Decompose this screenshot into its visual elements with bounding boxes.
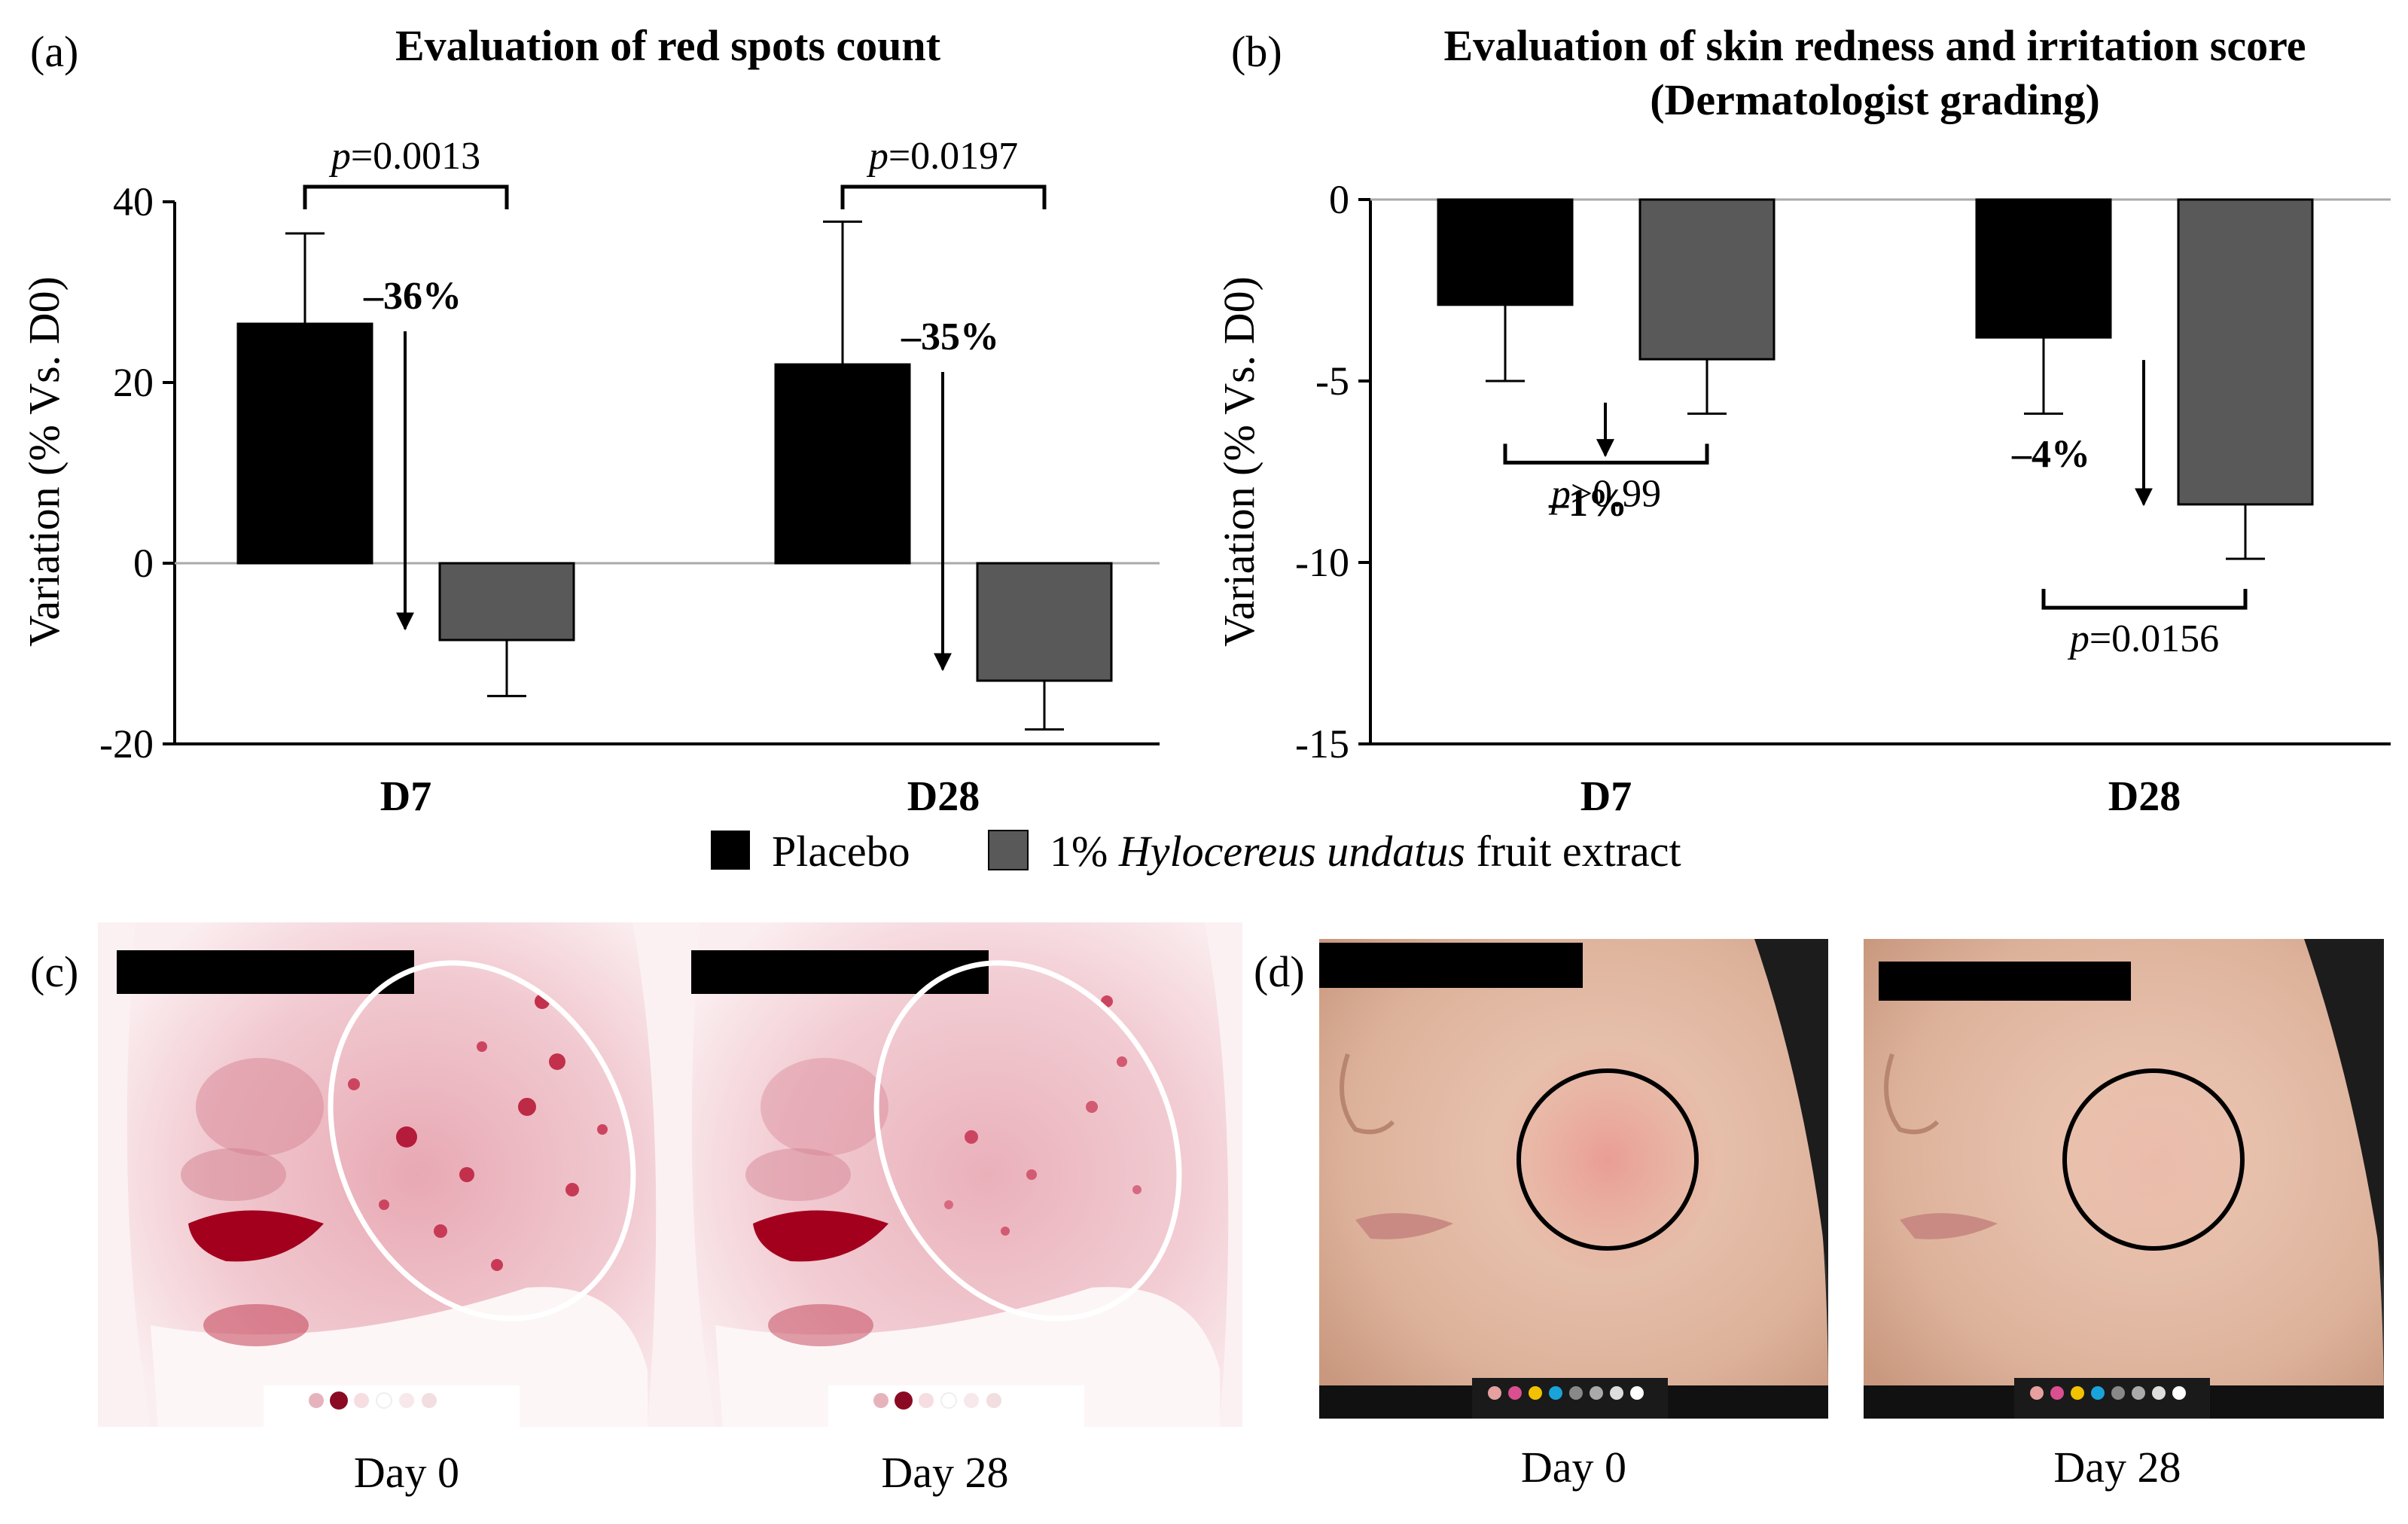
legend-label-extract: 1% Hylocereus undatus fruit extract xyxy=(1050,827,1681,876)
chart-b-annotations: p>0.99–1% p=0.0156 –4% xyxy=(1503,360,2248,660)
censor-bar-d-day28 xyxy=(1879,962,2131,1001)
chart-a-categories: D7 D28 xyxy=(380,773,980,820)
photo-day0-image xyxy=(1319,939,1828,1419)
panel-c-label: (c) xyxy=(30,947,78,996)
legend: Placebo 1% Hylocereus undatus fruit extr… xyxy=(711,827,1681,876)
chart-b-bars xyxy=(1437,198,2314,560)
chart-b-bar-D28-extract xyxy=(2177,198,2314,506)
chart-a-bracket-D28 xyxy=(840,184,1047,209)
chart-b-subtitle: (Dermatologist grading) xyxy=(1650,75,2100,124)
legend-label-placebo: Placebo xyxy=(772,827,910,876)
chart-b-category-D28: D28 xyxy=(2108,773,2181,820)
legend-extract-italic: Hylocereus undatus xyxy=(1118,827,1465,876)
region-circle-d-day28 xyxy=(2062,1068,2245,1251)
chart-a-title: Evaluation of red spots count xyxy=(395,21,941,70)
chart-a-bar-D28-extract xyxy=(976,562,1113,682)
legend-extract-prefix: 1% xyxy=(1050,827,1119,876)
chart-b-y-tick-label-1: -5 xyxy=(1315,358,1349,404)
chart-b-bar-D7-extract xyxy=(1638,198,1776,361)
chart-a-y-tick-label-2: 0 xyxy=(133,541,154,586)
chart-b-ylabel: Variation (% Vs. D0) xyxy=(1215,276,1263,647)
chart-a-p-value-D7: p=0.0013 xyxy=(328,135,480,178)
chart-a-change-D28: –35% xyxy=(901,315,999,358)
red-map-day0-image xyxy=(98,922,670,1427)
chart-b-change-D7: –1% xyxy=(1548,482,1627,525)
photo-c-day0-label: Day 0 xyxy=(354,1448,459,1497)
chart-b-bracket-D7 xyxy=(1503,443,1709,465)
chart-a-y-tick-label-0: 40 xyxy=(113,179,154,224)
legend-extract-suffix: fruit extract xyxy=(1465,827,1681,876)
panel-b-label: (b) xyxy=(1231,27,1282,76)
panel-d: (d) xyxy=(1254,939,2384,1492)
chart-b-y-tick-label-3: -15 xyxy=(1295,721,1349,767)
photo-d-day0-label: Day 0 xyxy=(1521,1443,1626,1492)
chart-a-bracket-D7 xyxy=(303,184,509,209)
chart-a-bar-D7-placebo xyxy=(236,322,373,565)
censor-bar-c-day0 xyxy=(117,950,414,994)
chart-b-category-D7: D7 xyxy=(1580,773,1632,820)
chart-b-p-value-D28: p=0.0156 xyxy=(2067,617,2219,660)
chart-b-p-value-D7: p>0.99 xyxy=(1548,472,1661,515)
chart-b-bar-D28-placebo xyxy=(1975,198,2112,339)
panel-d-label: (d) xyxy=(1254,947,1305,996)
chart-b-change-D28: –4% xyxy=(2011,433,2090,476)
chart-a-bar-D28-placebo xyxy=(774,363,911,565)
chart-b-categories: D7 D28 xyxy=(1580,773,2181,820)
legend-swatch-extract xyxy=(988,830,1029,870)
red-map-day28-image xyxy=(670,922,1242,1427)
legend-swatch-placebo xyxy=(711,831,750,870)
region-ellipse-c-day28 xyxy=(873,960,1182,1321)
chart-a-y-tick-label-3: -20 xyxy=(99,721,154,767)
censor-bar-d-day0 xyxy=(1319,943,1583,988)
photo-c-day28-label: Day 28 xyxy=(881,1448,1008,1497)
chart-a-bar-D7-extract xyxy=(438,562,575,642)
photo-day28-image xyxy=(1864,939,2384,1419)
chart-a-change-D7: –36% xyxy=(363,275,462,318)
chart-a-y-tick-label-1: 20 xyxy=(113,360,154,405)
panel-c: (c) xyxy=(30,922,1242,1497)
chart-a: (a) Evaluation of red spots count Variat… xyxy=(20,21,1160,820)
chart-b-title: Evaluation of skin redness and irritatio… xyxy=(1443,21,2306,70)
chart-a-bars xyxy=(236,220,1113,731)
chart-a-p-value-D28: p=0.0197 xyxy=(866,135,1018,178)
chart-a-annotations: p=0.0013 –36% p=0.0197 –35% xyxy=(303,135,1047,672)
chart-b-y-tick-label-0: 0 xyxy=(1329,177,1349,222)
chart-b-bracket-D28 xyxy=(2041,589,2248,610)
region-circle-d-day0 xyxy=(1516,1068,1699,1251)
panel-a-label: (a) xyxy=(30,27,78,76)
chart-b: (b) Evaluation of skin redness and irrit… xyxy=(1215,21,2391,820)
chart-b-y-tick-label-2: -10 xyxy=(1295,540,1349,585)
chart-a-ylabel: Variation (% Vs. D0) xyxy=(20,276,69,647)
censor-bar-c-day28 xyxy=(691,950,989,994)
photo-d-day28-label: Day 28 xyxy=(2053,1443,2181,1492)
chart-a-category-D28: D28 xyxy=(907,773,980,820)
chart-b-bar-D7-placebo xyxy=(1437,198,1574,306)
chart-a-category-D7: D7 xyxy=(380,773,431,820)
region-ellipse-c-day0 xyxy=(328,960,636,1321)
